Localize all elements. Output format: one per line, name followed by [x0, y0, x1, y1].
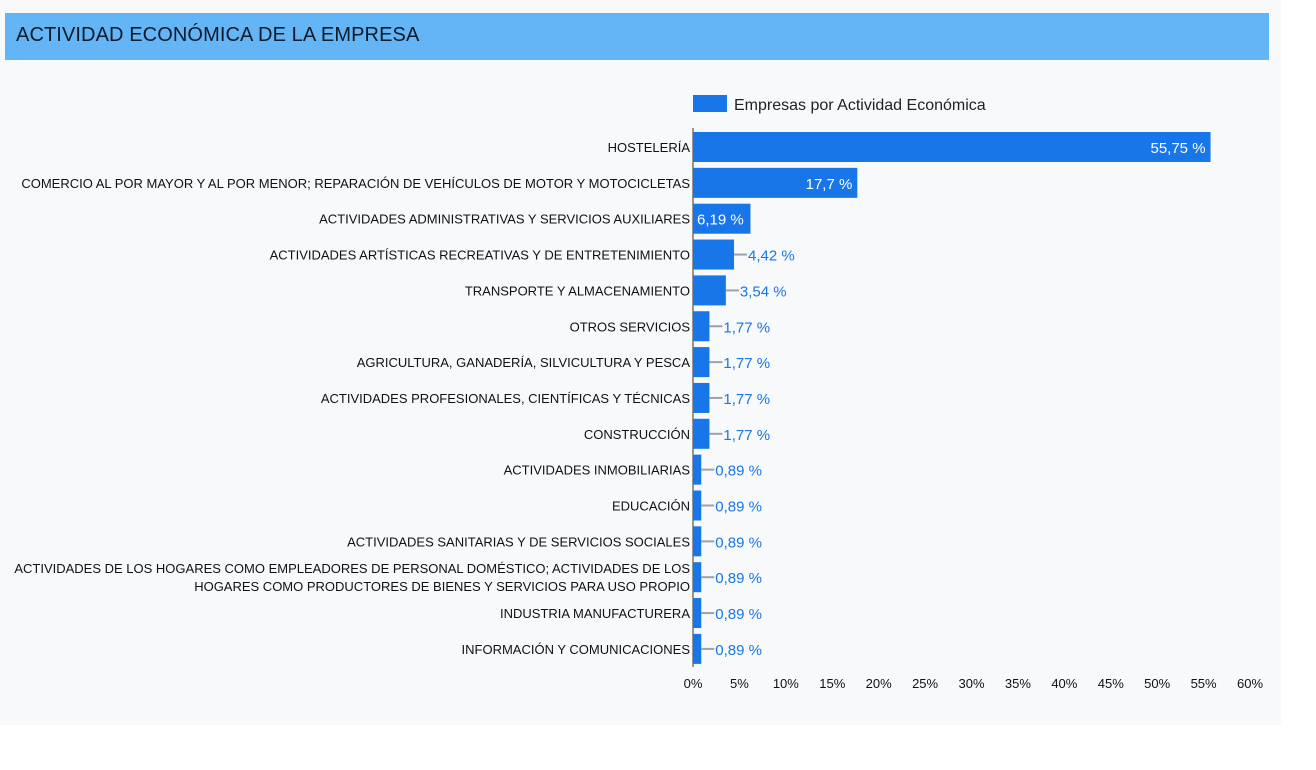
data-label: 17,7 % — [806, 176, 853, 193]
x-tick-label: 60% — [1237, 676, 1263, 691]
category-label: HOSTELERÍA — [608, 140, 691, 155]
category-label: AGRICULTURA, GANADERÍA, SILVICULTURA Y P… — [357, 355, 691, 370]
data-label: 1,77 % — [723, 427, 770, 444]
category-label: COMERCIO AL POR MAYOR Y AL POR MENOR; RE… — [21, 176, 690, 191]
bar — [693, 382, 710, 413]
data-label: 0,89 % — [715, 534, 762, 551]
category-label: INFORMACIÓN Y COMUNICACIONES — [462, 642, 691, 657]
data-label: 0,89 % — [715, 570, 762, 587]
x-tick-label: 35% — [1005, 676, 1031, 691]
bar — [693, 347, 710, 378]
bar — [693, 275, 726, 306]
category-label: ACTIVIDADES SANITARIAS Y DE SERVICIOS SO… — [347, 534, 690, 549]
data-label: 3,54 % — [740, 283, 787, 300]
x-tick-label: 20% — [866, 676, 892, 691]
data-label: 4,42 % — [748, 248, 795, 265]
category-label: ACTIVIDADES ARTÍSTICAS RECREATIVAS Y DE … — [270, 248, 690, 263]
bar — [693, 526, 702, 557]
category-label: ACTIVIDADES PROFESIONALES, CIENTÍFICAS Y… — [321, 391, 690, 406]
chart-panel: ACTIVIDAD ECONÓMICA DE LA EMPRESA Empres… — [5, 13, 1269, 691]
bar — [693, 132, 1211, 162]
bar — [693, 418, 710, 449]
x-tick-label: 50% — [1144, 676, 1170, 691]
bar — [693, 633, 702, 664]
category-label: INDUSTRIA MANUFACTURERA — [500, 606, 690, 621]
bar — [693, 167, 858, 198]
bar — [693, 203, 751, 234]
category-label: HOGARES COMO PRODUCTORES DE BIENES Y SER… — [194, 579, 690, 594]
bar — [693, 598, 702, 629]
data-label: 0,89 % — [715, 499, 762, 516]
bar — [693, 239, 735, 270]
category-label: ACTIVIDADES DE LOS HOGARES COMO EMPLEADO… — [14, 561, 690, 576]
legend-label: Empresas por Actividad Económica — [734, 97, 986, 114]
data-label: 55,75 % — [1150, 140, 1205, 157]
bar — [693, 490, 702, 521]
category-label: CONSTRUCCIÓN — [584, 427, 690, 442]
data-label: 0,89 % — [715, 642, 762, 659]
data-label: 6,19 % — [697, 212, 744, 229]
data-label: 1,77 % — [723, 355, 770, 372]
bar-chart: Empresas por Actividad Económica HOSTELER… — [14, 95, 1263, 691]
data-label: 0,89 % — [715, 606, 762, 623]
category-label: ACTIVIDADES ADMINISTRATIVAS Y SERVICIOS … — [319, 212, 690, 227]
x-tick-label: 30% — [958, 676, 984, 691]
category-label: OTROS SERVICIOS — [570, 319, 691, 334]
bar — [693, 454, 702, 485]
x-tick-label: 40% — [1051, 676, 1077, 691]
x-tick-label: 45% — [1098, 676, 1124, 691]
x-tick-label: 10% — [773, 676, 799, 691]
legend-swatch — [693, 95, 727, 112]
x-tick-label: 5% — [730, 676, 749, 691]
bar — [693, 311, 710, 342]
data-label: 1,77 % — [723, 319, 770, 336]
x-tick-label: 0% — [684, 676, 703, 691]
category-label: ACTIVIDADES INMOBILIARIAS — [504, 463, 691, 478]
category-label: TRANSPORTE Y ALMACENAMIENTO — [465, 283, 690, 298]
bar — [693, 562, 702, 593]
x-tick-label: 55% — [1191, 676, 1217, 691]
category-label: EDUCACIÓN — [612, 499, 690, 514]
header-bar: ACTIVIDAD ECONÓMICA DE LA EMPRESA — [5, 13, 1269, 60]
data-label: 0,89 % — [715, 463, 762, 480]
x-tick-label: 15% — [819, 676, 845, 691]
page-title: ACTIVIDAD ECONÓMICA DE LA EMPRESA — [16, 24, 420, 46]
data-label: 1,77 % — [723, 391, 770, 408]
x-tick-label: 25% — [912, 676, 938, 691]
